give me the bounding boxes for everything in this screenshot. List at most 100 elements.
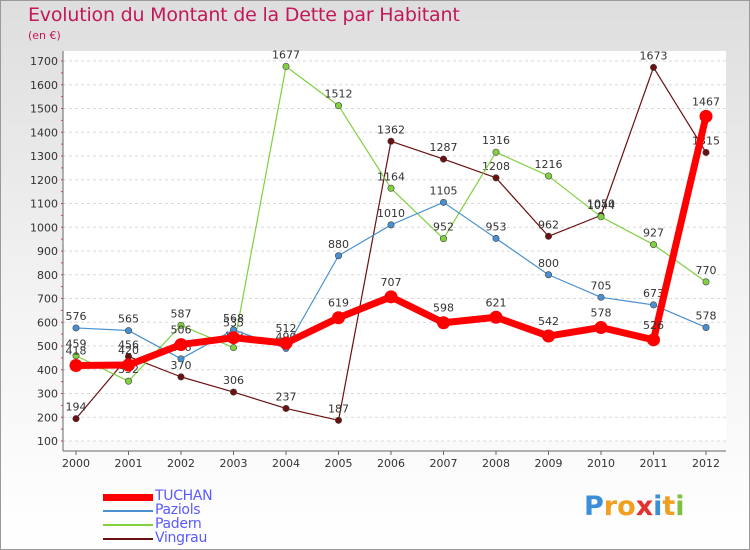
data-point-paziols xyxy=(387,221,395,229)
data-label-paziols: 673 xyxy=(643,287,664,300)
y-tick-label: 800 xyxy=(37,269,58,282)
data-point-padern xyxy=(334,102,342,110)
data-label-padern: 1512 xyxy=(325,88,353,101)
data-label-tuchan: 418 xyxy=(66,344,87,357)
data-label-tuchan: 598 xyxy=(433,302,454,315)
data-label-padern: 587 xyxy=(171,307,192,320)
legend-label-paziols: Paziols xyxy=(155,502,201,518)
y-tick-label: 1300 xyxy=(30,150,58,163)
data-label-paziols: 953 xyxy=(486,220,507,233)
logo-letter: x xyxy=(635,491,654,522)
data-label-tuchan: 621 xyxy=(486,296,507,309)
legend-swatch-padern xyxy=(103,524,153,526)
chart-title: Evolution du Montant de la Dette par Hab… xyxy=(28,4,460,26)
data-point-paziols xyxy=(439,198,447,206)
data-label-padern: 927 xyxy=(643,227,664,240)
y-tick-label: 1500 xyxy=(30,103,58,116)
data-label-padern: 1677 xyxy=(272,48,300,61)
x-tick-label: 2002 xyxy=(167,457,195,470)
data-label-padern: 1316 xyxy=(482,134,510,147)
chart-subtitle: (en €) xyxy=(28,29,61,42)
x-tick-label: 2001 xyxy=(115,457,143,470)
data-point-tuchan xyxy=(489,310,503,324)
data-point-vingrau xyxy=(282,404,290,412)
x-tick-label: 2000 xyxy=(62,457,90,470)
data-label-vingrau: 1208 xyxy=(482,160,510,173)
data-point-paziols xyxy=(597,293,605,301)
data-point-padern xyxy=(282,62,290,70)
data-point-paziols xyxy=(492,234,500,242)
data-label-padern: 952 xyxy=(433,221,454,234)
data-label-paziols: 576 xyxy=(66,310,87,323)
data-label-vingrau: 370 xyxy=(171,359,192,372)
data-label-vingrau: 1673 xyxy=(640,49,668,62)
data-point-vingrau xyxy=(177,373,185,381)
data-label-tuchan: 1467 xyxy=(692,95,720,108)
data-point-vingrau xyxy=(334,416,342,424)
y-tick-label: 1100 xyxy=(30,198,58,211)
y-tick-label: 400 xyxy=(37,364,58,377)
data-label-paziols: 565 xyxy=(118,313,139,326)
data-label-paziols: 568 xyxy=(223,312,244,325)
data-point-padern xyxy=(72,352,80,360)
data-point-padern xyxy=(439,235,447,243)
x-tick-label: 2003 xyxy=(220,457,248,470)
y-tick-label: 1700 xyxy=(30,55,58,68)
data-point-paziols xyxy=(72,324,80,332)
data-point-padern xyxy=(387,184,395,192)
data-point-paziols xyxy=(649,301,657,309)
data-point-vingrau xyxy=(544,232,552,240)
data-point-padern xyxy=(492,148,500,156)
y-tick-label: 100 xyxy=(37,435,58,448)
data-label-padern: 1216 xyxy=(535,158,563,171)
data-point-tuchan xyxy=(542,329,555,343)
data-point-tuchan xyxy=(227,331,240,345)
data-point-vingrau xyxy=(387,137,395,145)
data-point-vingrau xyxy=(649,63,657,71)
data-point-vingrau xyxy=(492,174,500,182)
y-tick-label: 1600 xyxy=(30,79,58,92)
y-tick-label: 700 xyxy=(37,293,58,306)
logo-letter: i xyxy=(653,491,663,522)
data-label-tuchan: 707 xyxy=(381,276,402,289)
data-point-paziols xyxy=(125,327,133,335)
data-label-paziols: 880 xyxy=(328,238,349,251)
data-point-vingrau xyxy=(230,388,238,396)
logo-letter: t xyxy=(662,491,676,522)
data-point-paziols xyxy=(334,252,342,260)
data-label-paziols: 705 xyxy=(591,279,612,292)
data-point-tuchan xyxy=(174,338,188,352)
legend-label-vingrau: Vingrau xyxy=(155,530,208,546)
data-label-padern: 459 xyxy=(66,338,87,351)
data-label-vingrau: 187 xyxy=(328,402,349,415)
data-point-padern xyxy=(230,344,238,352)
data-point-paziols xyxy=(544,271,552,279)
data-point-padern xyxy=(649,241,657,249)
logo-letter: o xyxy=(617,491,636,522)
data-label-tuchan: 578 xyxy=(591,306,612,319)
data-label-tuchan: 506 xyxy=(171,324,192,337)
x-tick-label: 2010 xyxy=(587,457,615,470)
x-tick-label: 2012 xyxy=(692,457,720,470)
data-label-tuchan: 512 xyxy=(276,322,297,335)
data-label-vingrau: 306 xyxy=(223,374,244,387)
data-label-tuchan: 420 xyxy=(118,344,139,357)
y-tick-label: 600 xyxy=(37,316,58,329)
data-point-vingrau xyxy=(702,148,710,156)
data-point-padern xyxy=(597,213,605,221)
y-tick-label: 300 xyxy=(37,388,58,401)
data-point-tuchan xyxy=(122,358,135,372)
data-label-vingrau: 1362 xyxy=(377,123,405,136)
y-tick-label: 1200 xyxy=(30,174,58,187)
logo-letter: i xyxy=(675,491,685,522)
data-label-vingrau: 194 xyxy=(66,401,87,414)
data-label-vingrau: 962 xyxy=(538,218,559,231)
data-point-paziols xyxy=(702,323,710,331)
data-point-vingrau xyxy=(439,155,447,163)
x-tick-label: 2009 xyxy=(535,457,563,470)
data-point-vingrau xyxy=(72,415,80,423)
data-point-padern xyxy=(177,321,185,329)
data-point-tuchan xyxy=(699,109,713,123)
